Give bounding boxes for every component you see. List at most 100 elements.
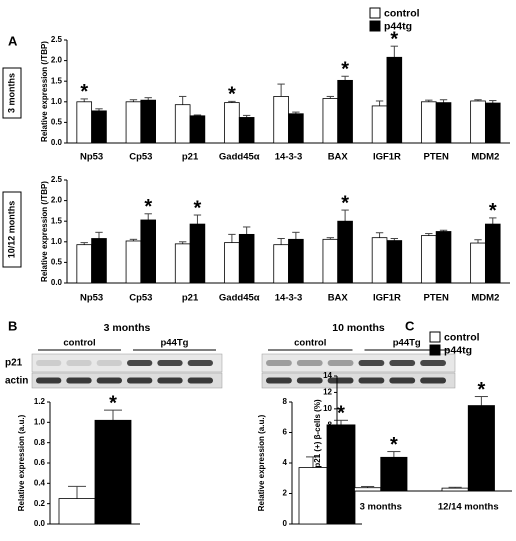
significance-star: * [341, 192, 349, 214]
bar [91, 238, 107, 284]
y-tick-label: 8 [328, 420, 333, 429]
bar [484, 102, 501, 144]
y-tick-label: 0.0 [34, 519, 46, 528]
x-tick-label: MDM2 [471, 293, 499, 304]
bar [322, 238, 339, 284]
x-tick-label: BAX [328, 293, 349, 304]
bar [420, 101, 437, 144]
blot-band [327, 377, 354, 384]
bar [467, 405, 495, 492]
bar [322, 98, 339, 144]
blot-band [36, 360, 62, 366]
blot-band [36, 377, 62, 384]
x-tick-label: PTEN [423, 293, 448, 304]
blot-band [157, 360, 183, 366]
x-tick-label: Cp53 [129, 152, 152, 163]
bar [298, 467, 328, 525]
blot-band [358, 377, 385, 384]
legend-label: control [444, 331, 480, 343]
legend-label: p44tg [384, 20, 412, 32]
y-tick-label: 1.2 [34, 397, 46, 406]
significance-star: * [228, 84, 236, 106]
x-tick-label: MDM2 [471, 152, 499, 163]
x-tick-label: PTEN [423, 152, 448, 163]
legend-label: control [384, 7, 420, 19]
bar [441, 487, 469, 492]
x-tick-label: IGF1R [373, 293, 401, 304]
y-tick-label: 2 [328, 470, 333, 479]
bar [174, 243, 191, 284]
bar [354, 487, 382, 492]
bar [224, 242, 240, 284]
y-tick-label: 1.5 [51, 216, 63, 225]
bar [174, 104, 191, 144]
y-tick-label: 0.8 [34, 438, 46, 447]
legend-swatch [369, 20, 381, 32]
y-tick-label: 2.5 [51, 35, 63, 44]
blot-title: 3 months [104, 322, 151, 334]
bar [273, 96, 289, 144]
y-tick-label: 2.0 [51, 56, 63, 65]
x-tick-label: IGF1R [373, 152, 401, 163]
y-axis-label: p21 (+) β-cells (%) [313, 399, 322, 468]
significance-star: * [80, 81, 88, 103]
blot-band [66, 377, 92, 384]
x-tick-label: Cp53 [129, 293, 152, 304]
y-tick-label: 4 [328, 453, 333, 462]
legend-swatch [429, 331, 441, 343]
bar [371, 237, 388, 284]
y-tick-label: 0.0 [51, 138, 63, 147]
y-tick-label: 1.0 [51, 97, 63, 106]
bar [326, 424, 356, 525]
bar [91, 110, 107, 144]
bar [470, 100, 486, 144]
y-axis-label: Relative expression (a.u.) [17, 414, 26, 511]
bar [58, 498, 96, 525]
y-tick-label: 0.5 [51, 258, 63, 267]
x-tick-label: Gadd45α [219, 293, 260, 304]
panel-label: C [405, 318, 415, 333]
panel-label: A [8, 33, 18, 48]
significance-star: * [489, 200, 497, 222]
y-tick-label: 0.4 [34, 478, 46, 487]
blot-band [389, 377, 416, 384]
bar [288, 238, 304, 284]
blot-group-label: p44Tg [393, 338, 421, 349]
x-tick-label: 14-3-3 [275, 152, 302, 163]
bar [224, 102, 240, 144]
bar [371, 105, 388, 144]
y-tick-label: 2.0 [51, 196, 63, 205]
blot-group-label: control [294, 338, 326, 349]
x-tick-label: p21 [182, 293, 199, 304]
blot-band [296, 360, 323, 366]
bar [238, 233, 255, 284]
y-tick-label: 2 [283, 489, 288, 498]
bar [420, 235, 437, 284]
bar [76, 244, 93, 284]
y-tick-label: 0 [283, 519, 288, 528]
significance-star: * [194, 197, 202, 219]
bar [238, 117, 255, 144]
blot-row-label: actin [5, 376, 28, 387]
significance-star: * [390, 28, 398, 50]
side-label-box [2, 191, 22, 268]
x-tick-label: 14-3-3 [275, 293, 302, 304]
x-tick-label: Np53 [80, 293, 103, 304]
y-tick-label: 6 [283, 428, 288, 437]
blot-band [187, 377, 213, 384]
blot-band [266, 377, 292, 384]
bar [94, 419, 132, 525]
side-label: 3 months [6, 73, 16, 113]
bar [386, 240, 403, 284]
blot-band [327, 360, 354, 366]
blot-band [96, 360, 122, 366]
y-axis-label: Relative expression (/TBP) [40, 181, 49, 282]
significance-star: * [477, 379, 485, 401]
legend-label: p44tg [444, 344, 472, 356]
bar [470, 242, 486, 284]
y-tick-label: 0.0 [51, 278, 63, 287]
bar [435, 231, 452, 284]
y-tick-label: 0.2 [34, 499, 46, 508]
x-tick-label: 12/14 months [438, 502, 499, 513]
